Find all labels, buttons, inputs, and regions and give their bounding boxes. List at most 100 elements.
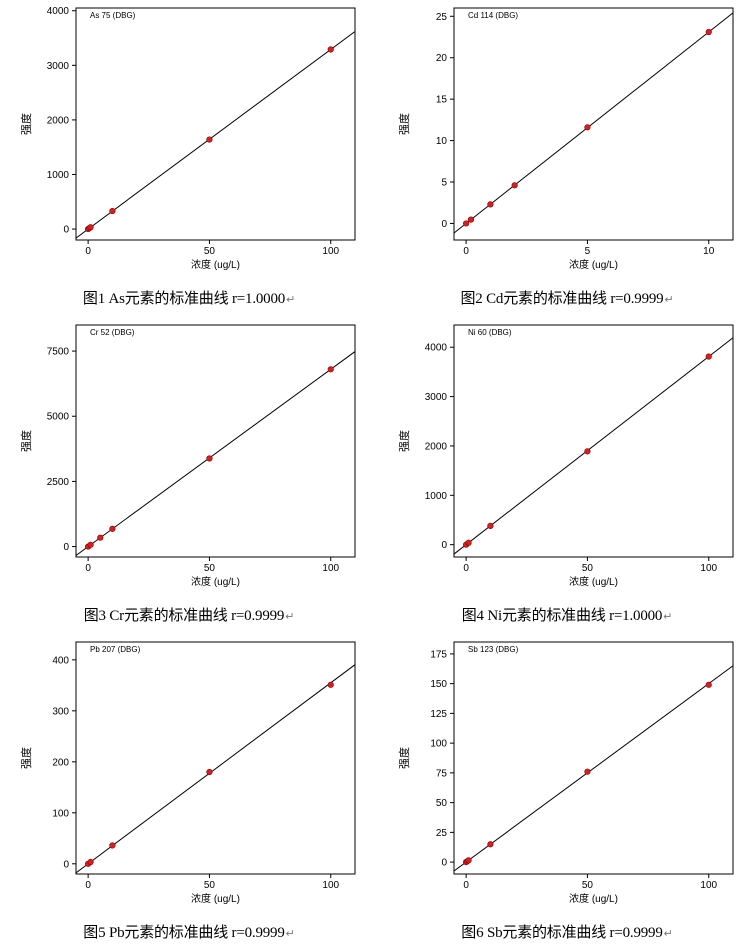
data-point — [463, 220, 470, 227]
y-tick-label: 75 — [436, 768, 448, 779]
y-tick-label: 175 — [430, 649, 447, 660]
chart-panel-sb: 0 25 50 75 100 125 150 175 0 50 100 Sb 123 (DBG) 浓度 … — [378, 634, 756, 951]
x-tick-label: 100 — [322, 880, 339, 891]
chart-cr: 0 2500 5000 7500 0 50 100 Cr 52 (DBG) 浓度 (ug/L) 强… — [19, 324, 356, 588]
y-tick-label: 3000 — [47, 61, 70, 72]
data-point — [327, 46, 334, 53]
plot-frame — [75, 7, 356, 241]
data-point — [109, 842, 116, 849]
x-axis-label: 浓度 (ug/L) — [191, 258, 240, 271]
chart-pb: 0 100 200 300 400 0 50 100 Pb 207 (DBG) 浓度 (ug/L)… — [19, 641, 356, 905]
data-point — [465, 539, 472, 546]
chart-title: As 75 (DBG) — [90, 11, 136, 20]
y-tick-label: 5000 — [47, 412, 70, 423]
y-tick-label: 125 — [430, 709, 447, 720]
data-point — [109, 525, 116, 532]
y-axis-label: 强度 — [397, 747, 411, 769]
calibration-line — [76, 351, 355, 556]
y-tick-label: 0 — [441, 219, 447, 230]
data-point — [584, 768, 591, 775]
x-tick-label: 100 — [700, 880, 717, 891]
y-tick-label: 0 — [63, 859, 69, 870]
y-tick-label: 400 — [52, 655, 69, 666]
x-tick-label: 0 — [85, 246, 91, 257]
y-tick-label: 25 — [436, 828, 448, 839]
y-tick-label: 0 — [63, 225, 69, 236]
calibration-line — [454, 337, 733, 555]
chart-title: Cr 52 (DBG) — [90, 328, 135, 337]
data-point — [206, 136, 213, 143]
plot-frame — [453, 7, 734, 241]
x-axis-label: 浓度 (ug/L) — [191, 575, 240, 588]
x-tick-label: 0 — [85, 563, 91, 574]
x-tick-label: 100 — [322, 246, 339, 257]
x-tick-label: 50 — [204, 563, 216, 574]
x-tick-label: 50 — [204, 880, 216, 891]
y-tick-label: 5 — [441, 178, 447, 189]
chart-panel-cr: 0 2500 5000 7500 0 50 100 Cr 52 (DBG) 浓度 (ug/L) 强… — [0, 317, 378, 634]
y-tick-label: 100 — [430, 739, 447, 750]
data-point — [487, 522, 494, 530]
chart-panel-pb: 0 100 200 300 400 0 50 100 Pb 207 (DBG) 浓度 (ug/L)… — [0, 634, 378, 951]
y-tick-label: 7500 — [47, 347, 70, 358]
y-tick-label: 200 — [52, 757, 69, 768]
x-tick-label: 0 — [463, 246, 469, 257]
chart-title: Ni 60 (DBG) — [468, 328, 512, 337]
x-tick-label: 50 — [204, 246, 216, 257]
y-tick-label: 2500 — [47, 477, 70, 488]
x-tick-label: 50 — [582, 563, 594, 574]
chart-ni: 0 1000 2000 3000 4000 0 50 100 Ni 60 (DBG) 浓度 (ug… — [397, 324, 734, 588]
data-point — [87, 224, 94, 231]
y-axis-label: 强度 — [19, 747, 33, 769]
x-axis-label: 浓度 (ug/L) — [569, 575, 618, 588]
data-point — [87, 858, 94, 866]
x-tick-label: 10 — [703, 246, 715, 257]
y-tick-label: 4000 — [425, 343, 448, 354]
data-point — [97, 534, 104, 541]
x-axis-label: 浓度 (ug/L) — [191, 892, 240, 905]
data-point — [465, 857, 472, 864]
data-point — [327, 681, 334, 688]
figure-caption: 图4 Ni元素的标准曲线 r=1.0000 — [461, 608, 663, 624]
figure-caption: 图2 Cd元素的标准曲线 r=0.9999 — [460, 291, 664, 307]
x-tick-label: 50 — [582, 880, 594, 891]
x-tick-label: 100 — [700, 563, 717, 574]
y-tick-label: 2000 — [47, 115, 70, 126]
data-point — [206, 455, 213, 462]
chart-title: Cd 114 (DBG) — [468, 11, 518, 20]
y-tick-label: 300 — [52, 706, 69, 717]
chart-panel-ni: 0 1000 2000 3000 4000 0 50 100 Ni 60 (DBG) 浓度 (ug… — [378, 317, 756, 634]
figure-caption: 图1 As元素的标准曲线 r=1.0000 — [82, 291, 286, 307]
y-axis-label: 强度 — [397, 113, 411, 135]
y-tick-label: 0 — [63, 542, 69, 553]
calibration-line — [454, 665, 733, 872]
plot-frame — [75, 324, 356, 558]
calibration-line — [76, 664, 355, 874]
calibration-line — [454, 12, 733, 234]
data-point — [487, 841, 494, 848]
data-point — [487, 201, 494, 208]
y-tick-label: 25 — [436, 12, 448, 23]
data-point — [467, 216, 475, 223]
x-axis-label: 浓度 (ug/L) — [569, 258, 618, 271]
data-point — [705, 28, 712, 36]
figure-caption: 图5 Pb元素的标准曲线 r=0.9999 — [83, 925, 285, 941]
y-tick-label: 50 — [436, 798, 448, 809]
chart-title: Sb 123 (DBG) — [468, 645, 519, 654]
data-point — [584, 124, 591, 131]
y-tick-label: 150 — [430, 679, 447, 690]
chart-panel-as: 0 1000 2000 3000 4000 0 50 100 As 75 (DBG) 浓度 (ug… — [0, 0, 378, 317]
plot-frame — [453, 641, 734, 875]
data-point — [87, 541, 94, 548]
y-tick-label: 1000 — [47, 170, 70, 181]
x-tick-label: 5 — [585, 246, 591, 257]
y-tick-label: 10 — [436, 136, 448, 147]
data-point — [511, 182, 518, 189]
data-point — [327, 366, 334, 373]
data-point — [705, 353, 712, 360]
y-tick-label: 3000 — [425, 392, 448, 403]
chart-panel-cd: 0 5 10 15 20 25 0 5 10 Cd 114 (DBG) 浓度 (ug/L) 强度 图2… — [378, 0, 756, 317]
figure-caption: 图6 Sb元素的标准曲线 r=0.9999 — [461, 925, 663, 941]
plot-frame — [75, 641, 356, 875]
data-point — [705, 681, 712, 688]
